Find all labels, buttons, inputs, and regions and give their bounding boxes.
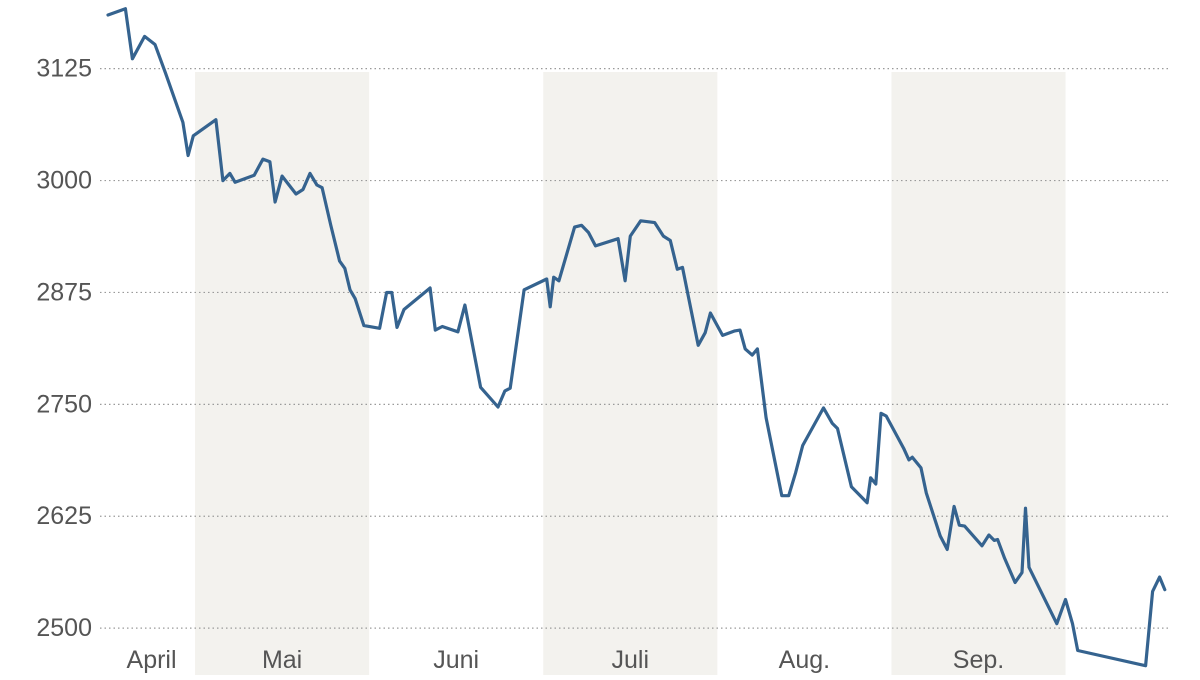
y-tick-label-2750: 2750: [36, 390, 92, 418]
y-tick-label-3000: 3000: [36, 167, 92, 195]
x-tick-label-juli: Juli: [612, 646, 650, 674]
y-tick-label-2500: 2500: [36, 614, 92, 642]
x-tick-label-mai: Mai: [262, 646, 302, 674]
shade-band-sep: [891, 72, 1066, 675]
x-axis-tick-labels: April Mai Juni Juli Aug. Sep.: [127, 646, 1005, 674]
y-tick-label-2875: 2875: [36, 278, 92, 306]
shade-band-juli: [543, 72, 718, 675]
y-axis-tick-labels: 2500 2625 2750 2875 3000 3125: [36, 55, 92, 642]
x-tick-label-april: April: [127, 646, 177, 674]
series-layer: [106, 7, 1167, 668]
series-line-0: [106, 7, 1167, 668]
x-tick-label-sep: Sep.: [953, 646, 1004, 674]
shade-band-mai: [195, 72, 370, 675]
x-tick-label-aug: Aug.: [779, 646, 830, 674]
y-tick-label-2625: 2625: [36, 502, 92, 530]
x-tick-label-juni: Juni: [433, 646, 479, 674]
month-shading-bands: [195, 72, 1066, 675]
y-tick-label-3125: 3125: [36, 55, 92, 83]
grid-lines: [100, 68, 1170, 629]
